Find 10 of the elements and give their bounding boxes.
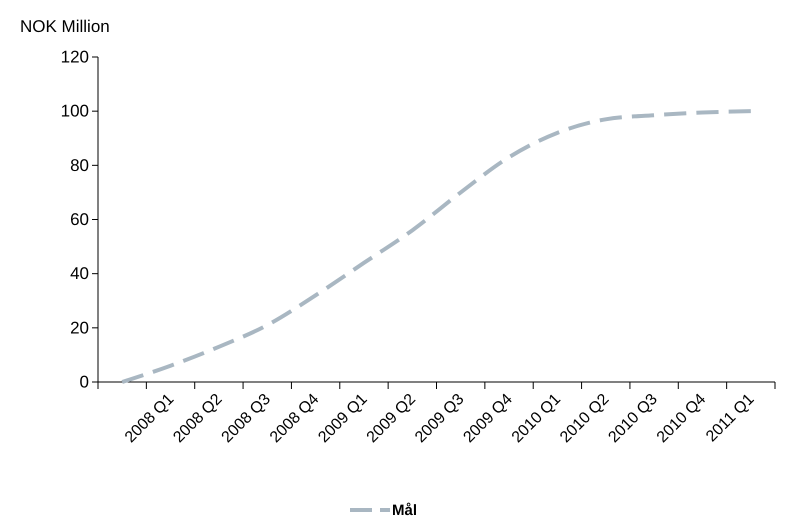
y-tick-label: 80 bbox=[70, 156, 89, 175]
line-series bbox=[120, 109, 753, 384]
y-tick-label: 120 bbox=[60, 47, 89, 66]
legend-label: Mål bbox=[392, 502, 418, 519]
y-tick-label: 0 bbox=[80, 372, 89, 392]
y-tick-label: 20 bbox=[70, 318, 89, 338]
y-tick-label: 60 bbox=[70, 210, 89, 229]
y-tick-label: 100 bbox=[60, 102, 89, 121]
y-axis-title: NOK Million bbox=[20, 17, 110, 36]
y-tick-label: 40 bbox=[70, 264, 89, 284]
